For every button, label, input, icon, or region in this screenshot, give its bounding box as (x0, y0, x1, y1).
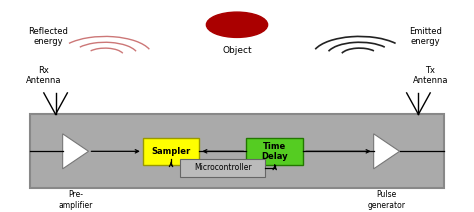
Polygon shape (374, 134, 400, 169)
Bar (30, 114, 444, 188)
Polygon shape (63, 134, 89, 169)
Text: Sampler: Sampler (151, 147, 191, 156)
Text: Tx
Antenna: Tx Antenna (412, 66, 448, 85)
Bar (181, 159, 265, 177)
Bar (143, 138, 199, 165)
Ellipse shape (206, 12, 268, 37)
Text: Rx
Antenna: Rx Antenna (26, 66, 62, 85)
Text: Reflected
energy: Reflected energy (28, 27, 68, 46)
Text: Object: Object (222, 46, 252, 55)
Text: Microcontroller: Microcontroller (194, 163, 252, 172)
Text: Time
Delay: Time Delay (261, 142, 288, 161)
Text: Emitted
energy: Emitted energy (409, 27, 442, 46)
Bar (246, 138, 303, 165)
Text: Pre-
amplifier: Pre- amplifier (58, 190, 93, 210)
Text: Pulse
generator: Pulse generator (368, 190, 406, 210)
